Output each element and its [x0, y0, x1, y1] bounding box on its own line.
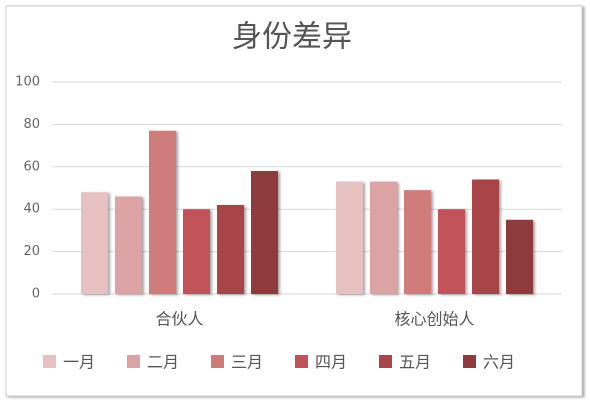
y-tick-label: 80 — [23, 117, 40, 132]
legend-label: 二月 — [147, 353, 179, 372]
legend-label: 四月 — [315, 353, 347, 372]
bar — [472, 179, 499, 294]
legend-label: 五月 — [399, 353, 431, 372]
bar — [81, 192, 108, 294]
bar — [370, 181, 397, 294]
legend-swatch — [379, 355, 392, 368]
bar — [251, 171, 278, 294]
bar — [438, 209, 465, 294]
y-tick-label: 0 — [32, 287, 40, 302]
y-tick-label: 100 — [15, 75, 40, 90]
bar — [404, 190, 431, 294]
legend-swatch — [295, 355, 308, 368]
chart-title: 身份差异 — [232, 20, 352, 55]
legend-swatch — [211, 355, 224, 368]
legend-label: 三月 — [231, 353, 263, 372]
y-tick-label: 40 — [23, 202, 40, 217]
legend-label: 一月 — [63, 353, 95, 372]
bar — [183, 209, 210, 294]
legend-label: 六月 — [483, 353, 515, 372]
legend-swatch — [43, 355, 56, 368]
y-tick-label: 20 — [23, 244, 40, 259]
y-tick-label: 60 — [23, 159, 40, 174]
legend-swatch — [463, 355, 476, 368]
bar — [217, 204, 244, 294]
bar — [336, 181, 363, 294]
x-tick-label: 合伙人 — [155, 310, 203, 329]
bar — [149, 130, 176, 294]
x-tick-label: 核心创始人 — [394, 310, 474, 329]
bar — [506, 219, 533, 294]
bar — [115, 196, 142, 294]
legend-swatch — [127, 355, 140, 368]
